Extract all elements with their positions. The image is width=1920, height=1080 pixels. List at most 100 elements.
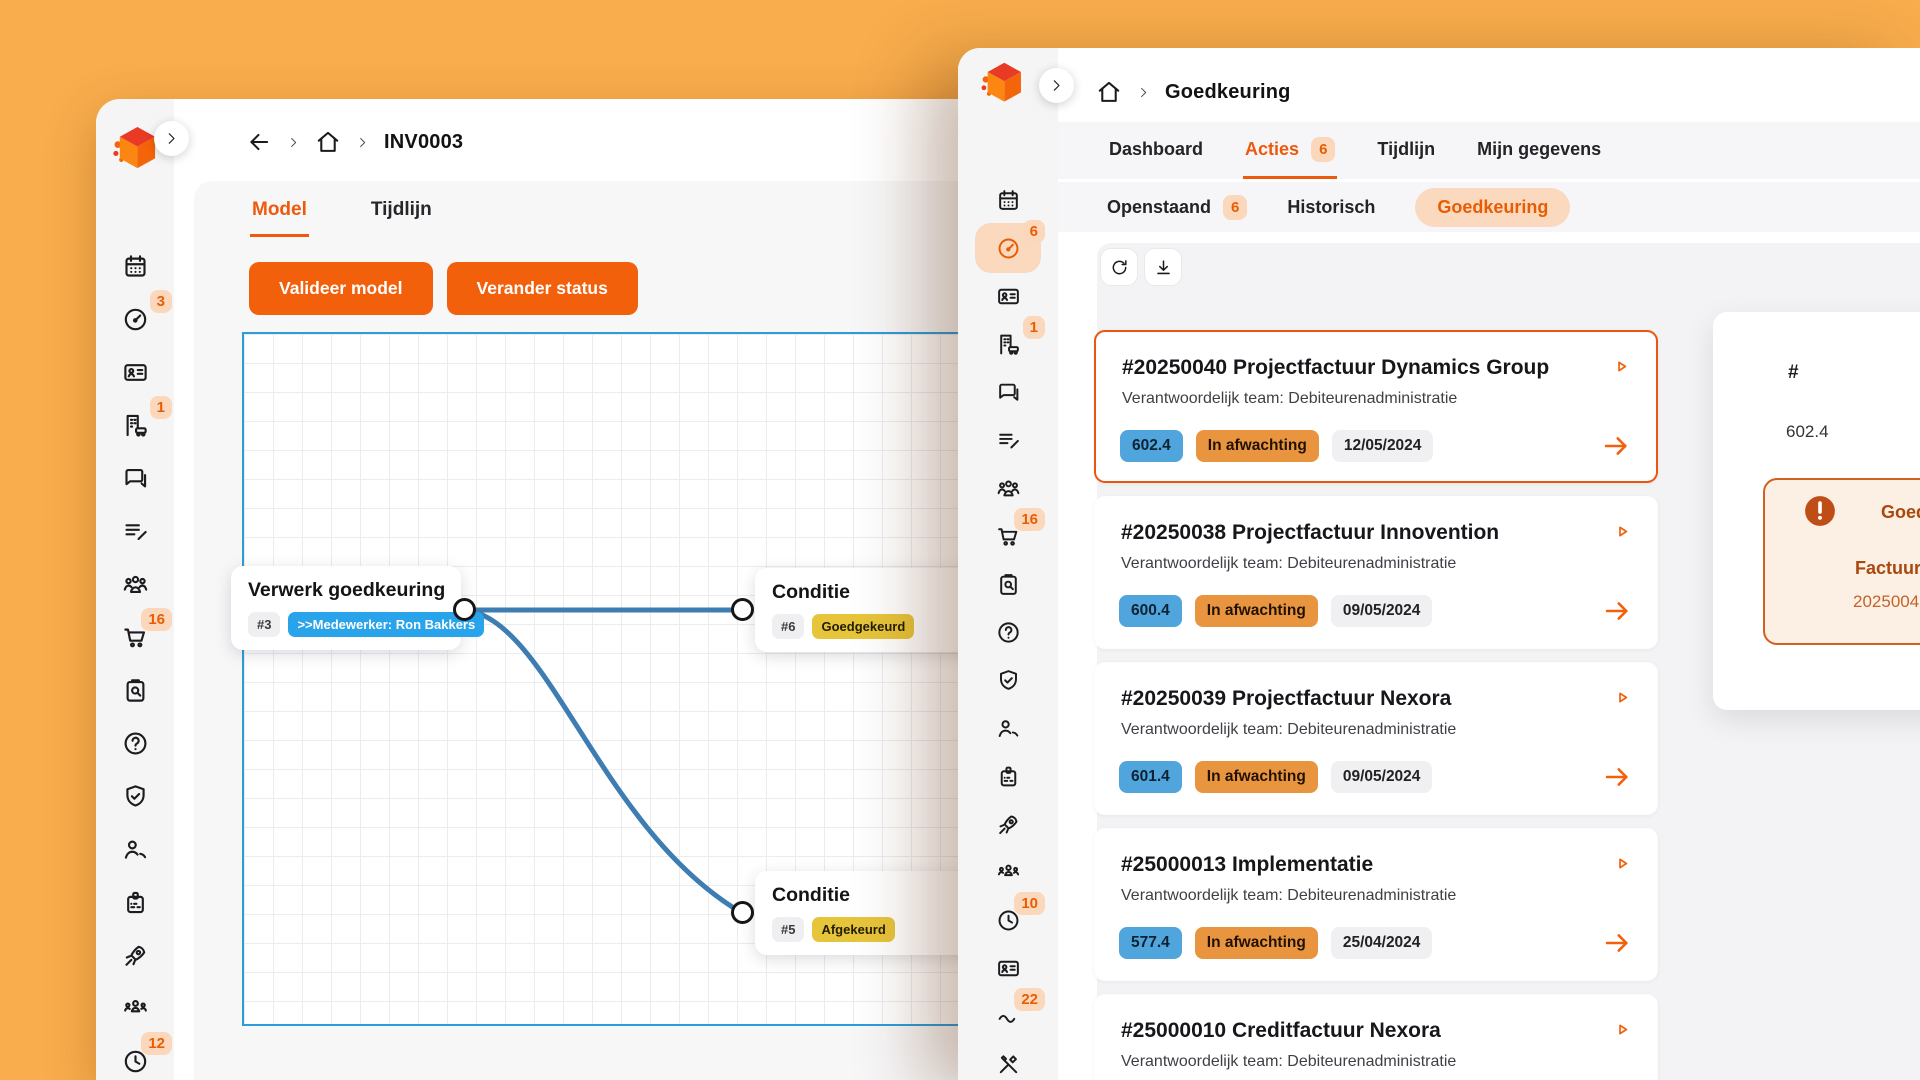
sidebar-item[interactable] xyxy=(986,565,1030,603)
sidebar-item[interactable] xyxy=(986,949,1030,987)
chevron-right-icon xyxy=(287,136,300,149)
sidebar-item[interactable] xyxy=(113,935,157,975)
sidebar-expand-button[interactable] xyxy=(154,121,189,156)
toolbar-button[interactable] xyxy=(1144,248,1182,286)
sidebar-item[interactable] xyxy=(113,511,157,551)
sidebar-item[interactable]: 1 xyxy=(986,316,1045,363)
arrow-right-icon[interactable] xyxy=(1600,432,1632,460)
date-tag: 25/04/2024 xyxy=(1330,927,1433,959)
sidebar-item[interactable] xyxy=(113,246,157,286)
play-icon[interactable] xyxy=(1614,689,1631,706)
home-icon[interactable] xyxy=(315,129,341,155)
action-button[interactable]: Verander status xyxy=(446,262,638,315)
sidebar-item[interactable] xyxy=(986,757,1030,795)
sidebar-item[interactable] xyxy=(113,723,157,763)
sidebar-item[interactable] xyxy=(986,373,1030,411)
invoice-team: Verantwoordelijk team: Debiteurenadminis… xyxy=(1121,1053,1457,1070)
invoice-title: #20250038 Projectfactuur Innovention xyxy=(1121,521,1500,544)
workflow-node-verwerk-goedkeuring[interactable]: Verwerk goedkeuring #3 >>Medewerker: Ron… xyxy=(231,566,485,650)
sidebar-item[interactable]: 16 xyxy=(113,608,172,657)
shield-check-icon xyxy=(996,668,1021,693)
tab[interactable]: Tijdlijn xyxy=(1375,122,1437,179)
node-status-tag: Afgekeurd xyxy=(812,917,895,942)
connector-port[interactable] xyxy=(453,598,476,621)
amount-tag: 602.4 xyxy=(1120,430,1183,462)
sidebar-item[interactable] xyxy=(986,709,1030,747)
home-icon[interactable] xyxy=(1096,79,1122,105)
cart-icon xyxy=(122,624,149,651)
team-icon xyxy=(122,571,149,598)
invoice-team: Verantwoordelijk team: Debiteurenadminis… xyxy=(1121,555,1457,572)
sidebar-item[interactable] xyxy=(113,882,157,922)
action-button-label: Verander status xyxy=(476,278,608,298)
sidebar-item[interactable]: 1 xyxy=(113,396,172,445)
breadcrumb-title: Goedkeuring xyxy=(1165,80,1291,103)
sidebar-item[interactable] xyxy=(986,613,1030,651)
sidebar-item[interactable] xyxy=(986,181,1030,219)
sidebar-item[interactable] xyxy=(113,458,157,498)
sidebar-item[interactable] xyxy=(986,1045,1030,1080)
notification-badge: 1 xyxy=(149,396,172,419)
invoice-card[interactable]: #20250038 Projectfactuur Innovention Ver… xyxy=(1094,496,1658,649)
tab[interactable]: Tijdlijn xyxy=(369,199,434,237)
sidebar-expand-button[interactable] xyxy=(1039,68,1074,103)
invoice-title: #25000010 Creditfactuur Nexora xyxy=(1121,1019,1441,1042)
subtab[interactable]: Openstaand 6 xyxy=(1107,186,1248,229)
arrow-right-icon[interactable] xyxy=(1601,597,1633,625)
sidebar-item[interactable] xyxy=(986,805,1030,843)
invoice-card[interactable]: #20250040 Projectfactuur Dynamics Group … xyxy=(1094,330,1658,483)
sidebar-item[interactable]: 22 xyxy=(986,988,1045,1035)
sidebar-item[interactable] xyxy=(986,469,1030,507)
detail-field-label: # xyxy=(1788,362,1799,383)
status-tag: In afwachting xyxy=(1194,761,1318,793)
clock-icon xyxy=(122,1048,149,1075)
subtab[interactable]: Goedkeuring xyxy=(1415,187,1571,227)
subtab[interactable]: Historisch xyxy=(1287,188,1375,227)
date-tag: 09/05/2024 xyxy=(1330,761,1433,793)
action-button-label: Valideer model xyxy=(279,278,403,298)
sidebar-item[interactable] xyxy=(986,853,1030,891)
arrow-left-icon[interactable] xyxy=(246,129,272,155)
tab[interactable]: Model xyxy=(250,199,309,237)
sidebar-item[interactable] xyxy=(986,421,1030,459)
play-icon[interactable] xyxy=(1614,523,1631,540)
arrow-right-icon[interactable] xyxy=(1601,929,1633,957)
arrow-right-icon[interactable] xyxy=(1601,763,1633,791)
sidebar-item[interactable] xyxy=(113,670,157,710)
sidebar-item[interactable] xyxy=(113,564,157,604)
shield-check-icon xyxy=(122,783,149,810)
sidebar-item[interactable] xyxy=(986,661,1030,699)
action-button[interactable]: Valideer model xyxy=(249,262,433,315)
sidebar-item[interactable]: 10 xyxy=(986,892,1045,939)
tab[interactable]: Mijn gegevens xyxy=(1475,122,1603,179)
sidebar-item[interactable] xyxy=(113,829,157,869)
sidebar-item[interactable]: 3 xyxy=(113,290,172,339)
list-toolbar xyxy=(1100,248,1182,286)
play-icon[interactable] xyxy=(1614,855,1631,872)
sidebar-item[interactable]: 6 xyxy=(975,220,1045,273)
invoice-card[interactable]: #25000013 Implementatie Verantwoordelijk… xyxy=(1094,828,1658,981)
tab-label: Mijn gegevens xyxy=(1477,138,1602,159)
date-tag: 09/05/2024 xyxy=(1330,595,1433,627)
sidebar-item[interactable]: 16 xyxy=(986,508,1045,555)
invoice-card[interactable]: #25000010 Creditfactuur Nexora Verantwoo… xyxy=(1094,994,1658,1080)
sidebar-item[interactable]: 12 xyxy=(113,1032,172,1080)
calendar-icon xyxy=(122,253,149,280)
sidebar-item[interactable] xyxy=(986,277,1030,315)
tab[interactable]: Acties 6 xyxy=(1243,122,1338,179)
play-icon[interactable] xyxy=(1613,358,1630,375)
tab[interactable]: Dashboard xyxy=(1107,122,1205,179)
sidebar-item[interactable] xyxy=(113,352,157,392)
play-icon[interactable] xyxy=(1614,1021,1631,1038)
alert-title: Goedke xyxy=(1881,502,1920,522)
alert-field-label: Factuur xyxy=(1855,558,1920,578)
chat-icon xyxy=(996,380,1021,405)
connector-port[interactable] xyxy=(731,901,754,924)
toolbar-button[interactable] xyxy=(1100,248,1138,286)
sidebar-item[interactable] xyxy=(113,988,157,1028)
tab-bar: Model Tijdlijn xyxy=(250,199,434,237)
id-card-icon xyxy=(996,956,1021,981)
connector-port[interactable] xyxy=(731,598,754,621)
invoice-card[interactable]: #20250039 Projectfactuur Nexora Verantwo… xyxy=(1094,662,1658,815)
sidebar-item[interactable] xyxy=(113,776,157,816)
